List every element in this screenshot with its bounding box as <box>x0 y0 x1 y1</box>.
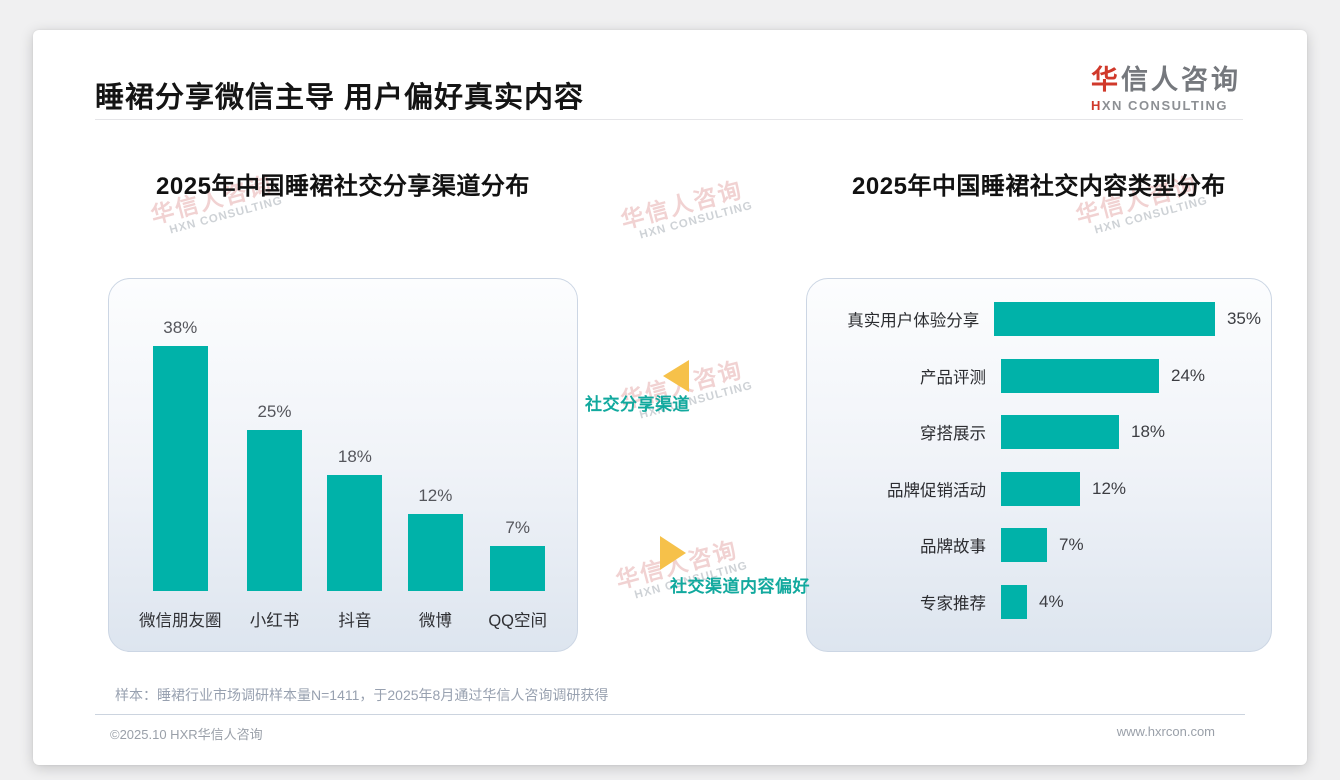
bar-row: 品牌促销活动 12% <box>821 461 1261 518</box>
bar-value-label: 24% <box>1171 365 1206 385</box>
bar-value-label: 12% <box>1092 478 1127 498</box>
category-label: 微信朋友圈 <box>139 612 222 630</box>
bar-抖音 <box>327 475 383 591</box>
bar-品牌促销活动 <box>1001 471 1080 506</box>
category-label: 抖音 <box>338 612 372 630</box>
category-label: 专家推荐 <box>920 594 986 613</box>
bar-group: 7% QQ空间 <box>488 518 547 631</box>
bar-品牌故事 <box>1001 528 1047 563</box>
bar-value-label: 18% <box>1131 422 1166 442</box>
category-label: 产品评测 <box>920 368 986 387</box>
category-label: 品牌促销活动 <box>887 481 986 500</box>
bar-value-label: 7% <box>1059 535 1084 555</box>
bar-row: 专家推荐 4% <box>821 574 1261 631</box>
logo-subtitle-rest: XN CONSULTING <box>1101 97 1229 113</box>
sample-footnote: 样本：睡裙行业市场调研样本量N=1411，于2025年8月通过华信人咨询调研获得 <box>115 687 609 703</box>
bar-value-label: 18% <box>337 447 372 466</box>
content-preference-arrow-icon <box>660 536 686 570</box>
bar-产品评测 <box>1001 358 1159 393</box>
logo-subtitle: HXN CONSULTING <box>1091 98 1241 113</box>
content-preference-label: 社交渠道内容偏好 <box>670 577 810 596</box>
category-label: 品牌故事 <box>920 538 986 557</box>
category-label: 真实用户体验分享 <box>847 312 980 331</box>
bar-value-label: 25% <box>257 402 292 421</box>
share-channel-arrow-icon <box>663 360 689 392</box>
bar-row: 产品评测 24% <box>821 348 1261 405</box>
bar-row: 品牌故事 7% <box>821 517 1261 574</box>
footer-row: ©2025.10 HXR华信人咨询 www.hxrcon.com <box>110 724 1215 743</box>
bar-微博 <box>407 514 463 591</box>
left-chart-plot: 38% 微信朋友圈 25% 小红书 18% 抖音 12% 微博 7% QQ空间 <box>109 301 577 631</box>
right-chart-plot: 真实用户体验分享 35% 产品评测 24% 穿搭展示 18% 品牌促销活动 12% 品牌故事 7%… <box>821 291 1261 630</box>
company-logo: 华信人咨询 HXN CONSULTING <box>1091 65 1241 113</box>
category-label: QQ空间 <box>488 612 547 630</box>
left-chart-title: 2025年中国睡裙社交分享渠道分布 <box>156 173 530 200</box>
logo-name-rest: 信人咨询 <box>1121 65 1241 95</box>
logo-name-accent: 华 <box>1091 65 1121 95</box>
right-chart-title: 2025年中国睡裙社交内容类型分布 <box>852 173 1226 200</box>
bar-group: 18% 抖音 <box>327 447 383 631</box>
bar-row: 真实用户体验分享 35% <box>821 291 1261 348</box>
left-chart-card: 38% 微信朋友圈 25% 小红书 18% 抖音 12% 微博 7% QQ空间 <box>108 278 578 652</box>
header-divider <box>95 119 1243 120</box>
category-label: 微博 <box>418 612 452 630</box>
bar-真实用户体验分享 <box>994 302 1215 337</box>
bar-value-label: 7% <box>505 518 530 537</box>
bar-group: 12% 微博 <box>407 486 463 631</box>
category-label: 小红书 <box>249 612 300 630</box>
page-title: 睡裙分享微信主导 用户偏好真实内容 <box>95 82 585 114</box>
slide: 华信人咨询 HXN CONSULTING 华信人咨询 HXN CONSULTING 华信… <box>33 30 1307 765</box>
bar-小红书 <box>246 430 302 591</box>
bar-QQ空间 <box>490 546 546 591</box>
bar-value-label: 12% <box>418 486 453 505</box>
bar-group: 38% 微信朋友圈 <box>139 318 222 631</box>
watermark-cjk: 华信人咨询 <box>618 176 746 234</box>
footer-divider <box>95 714 1245 715</box>
watermark-latin: HXN CONSULTING <box>168 194 285 237</box>
bar-微信朋友圈 <box>152 346 208 591</box>
footer-copyright: ©2025.10 HXR华信人咨询 <box>110 727 263 742</box>
bar-value-label: 38% <box>163 318 198 337</box>
bar-value-label: 35% <box>1226 309 1261 329</box>
bar-专家推荐 <box>1001 584 1027 619</box>
bar-group: 25% 小红书 <box>246 402 302 631</box>
watermark-latin: HXN CONSULTING <box>638 199 755 242</box>
logo-subtitle-accent: H <box>1091 97 1102 113</box>
bar-穿搭展示 <box>1001 415 1119 450</box>
logo-name: 华信人咨询 <box>1091 65 1241 96</box>
share-channel-label: 社交分享渠道 <box>585 395 690 414</box>
bar-row: 穿搭展示 18% <box>821 404 1261 461</box>
category-label: 穿搭展示 <box>920 425 986 444</box>
triangle-right-icon <box>660 536 686 570</box>
footer-website: www.hxrcon.com <box>1116 724 1215 739</box>
right-chart-card: 真实用户体验分享 35% 产品评测 24% 穿搭展示 18% 品牌促销活动 12% 品牌故事 7%… <box>806 278 1272 652</box>
bar-value-label: 4% <box>1039 591 1064 611</box>
watermark-latin: HXN CONSULTING <box>1093 194 1210 237</box>
triangle-left-icon <box>663 360 689 392</box>
